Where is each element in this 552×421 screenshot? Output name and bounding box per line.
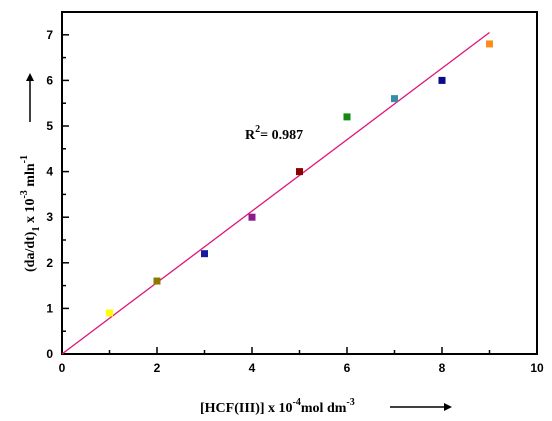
data-point	[201, 250, 208, 258]
plot-frame	[61, 11, 538, 355]
y-tick-label: 3	[46, 210, 53, 224]
data-point	[106, 309, 113, 317]
y-tick-label: 5	[46, 119, 53, 133]
fit-line-group	[61, 32, 490, 355]
x-tick-label: 10	[530, 361, 544, 375]
y-tick-label: 4	[46, 165, 53, 179]
r-squared-annotation: R2= 0.987	[245, 124, 303, 143]
y-axis-title: (da/dt)1 x 10-3 mln-1	[19, 155, 42, 272]
fit-line	[61, 32, 490, 355]
data-point	[486, 40, 493, 48]
data-point	[153, 277, 161, 285]
x-axis-arrow	[390, 403, 452, 411]
data-point	[248, 213, 256, 221]
y-axis-ticks: 0 1 2 3 4 5 6 7	[46, 11, 69, 361]
y-tick-label: 1	[46, 301, 53, 315]
y-tick-label: 2	[46, 256, 53, 270]
x-tick-label: 0	[59, 361, 66, 375]
data-point	[343, 113, 351, 121]
data-points	[106, 40, 493, 317]
y-tick-label: 0	[46, 347, 53, 361]
x-axis-ticks: 0 2 4 6 8 10	[59, 347, 544, 375]
x-tick-label: 6	[344, 361, 351, 375]
x-tick-label: 8	[439, 361, 446, 375]
x-axis-title: [HCF(III)] x 10-4mol dm-3	[200, 397, 355, 416]
data-point	[296, 168, 303, 176]
x-tick-label: 2	[154, 361, 161, 375]
y-axis-arrow	[26, 73, 34, 122]
y-tick-label: 6	[46, 73, 53, 87]
data-point	[391, 95, 398, 103]
x-tick-label: 4	[249, 361, 256, 375]
y-tick-label: 7	[46, 28, 53, 42]
data-point	[438, 76, 446, 84]
